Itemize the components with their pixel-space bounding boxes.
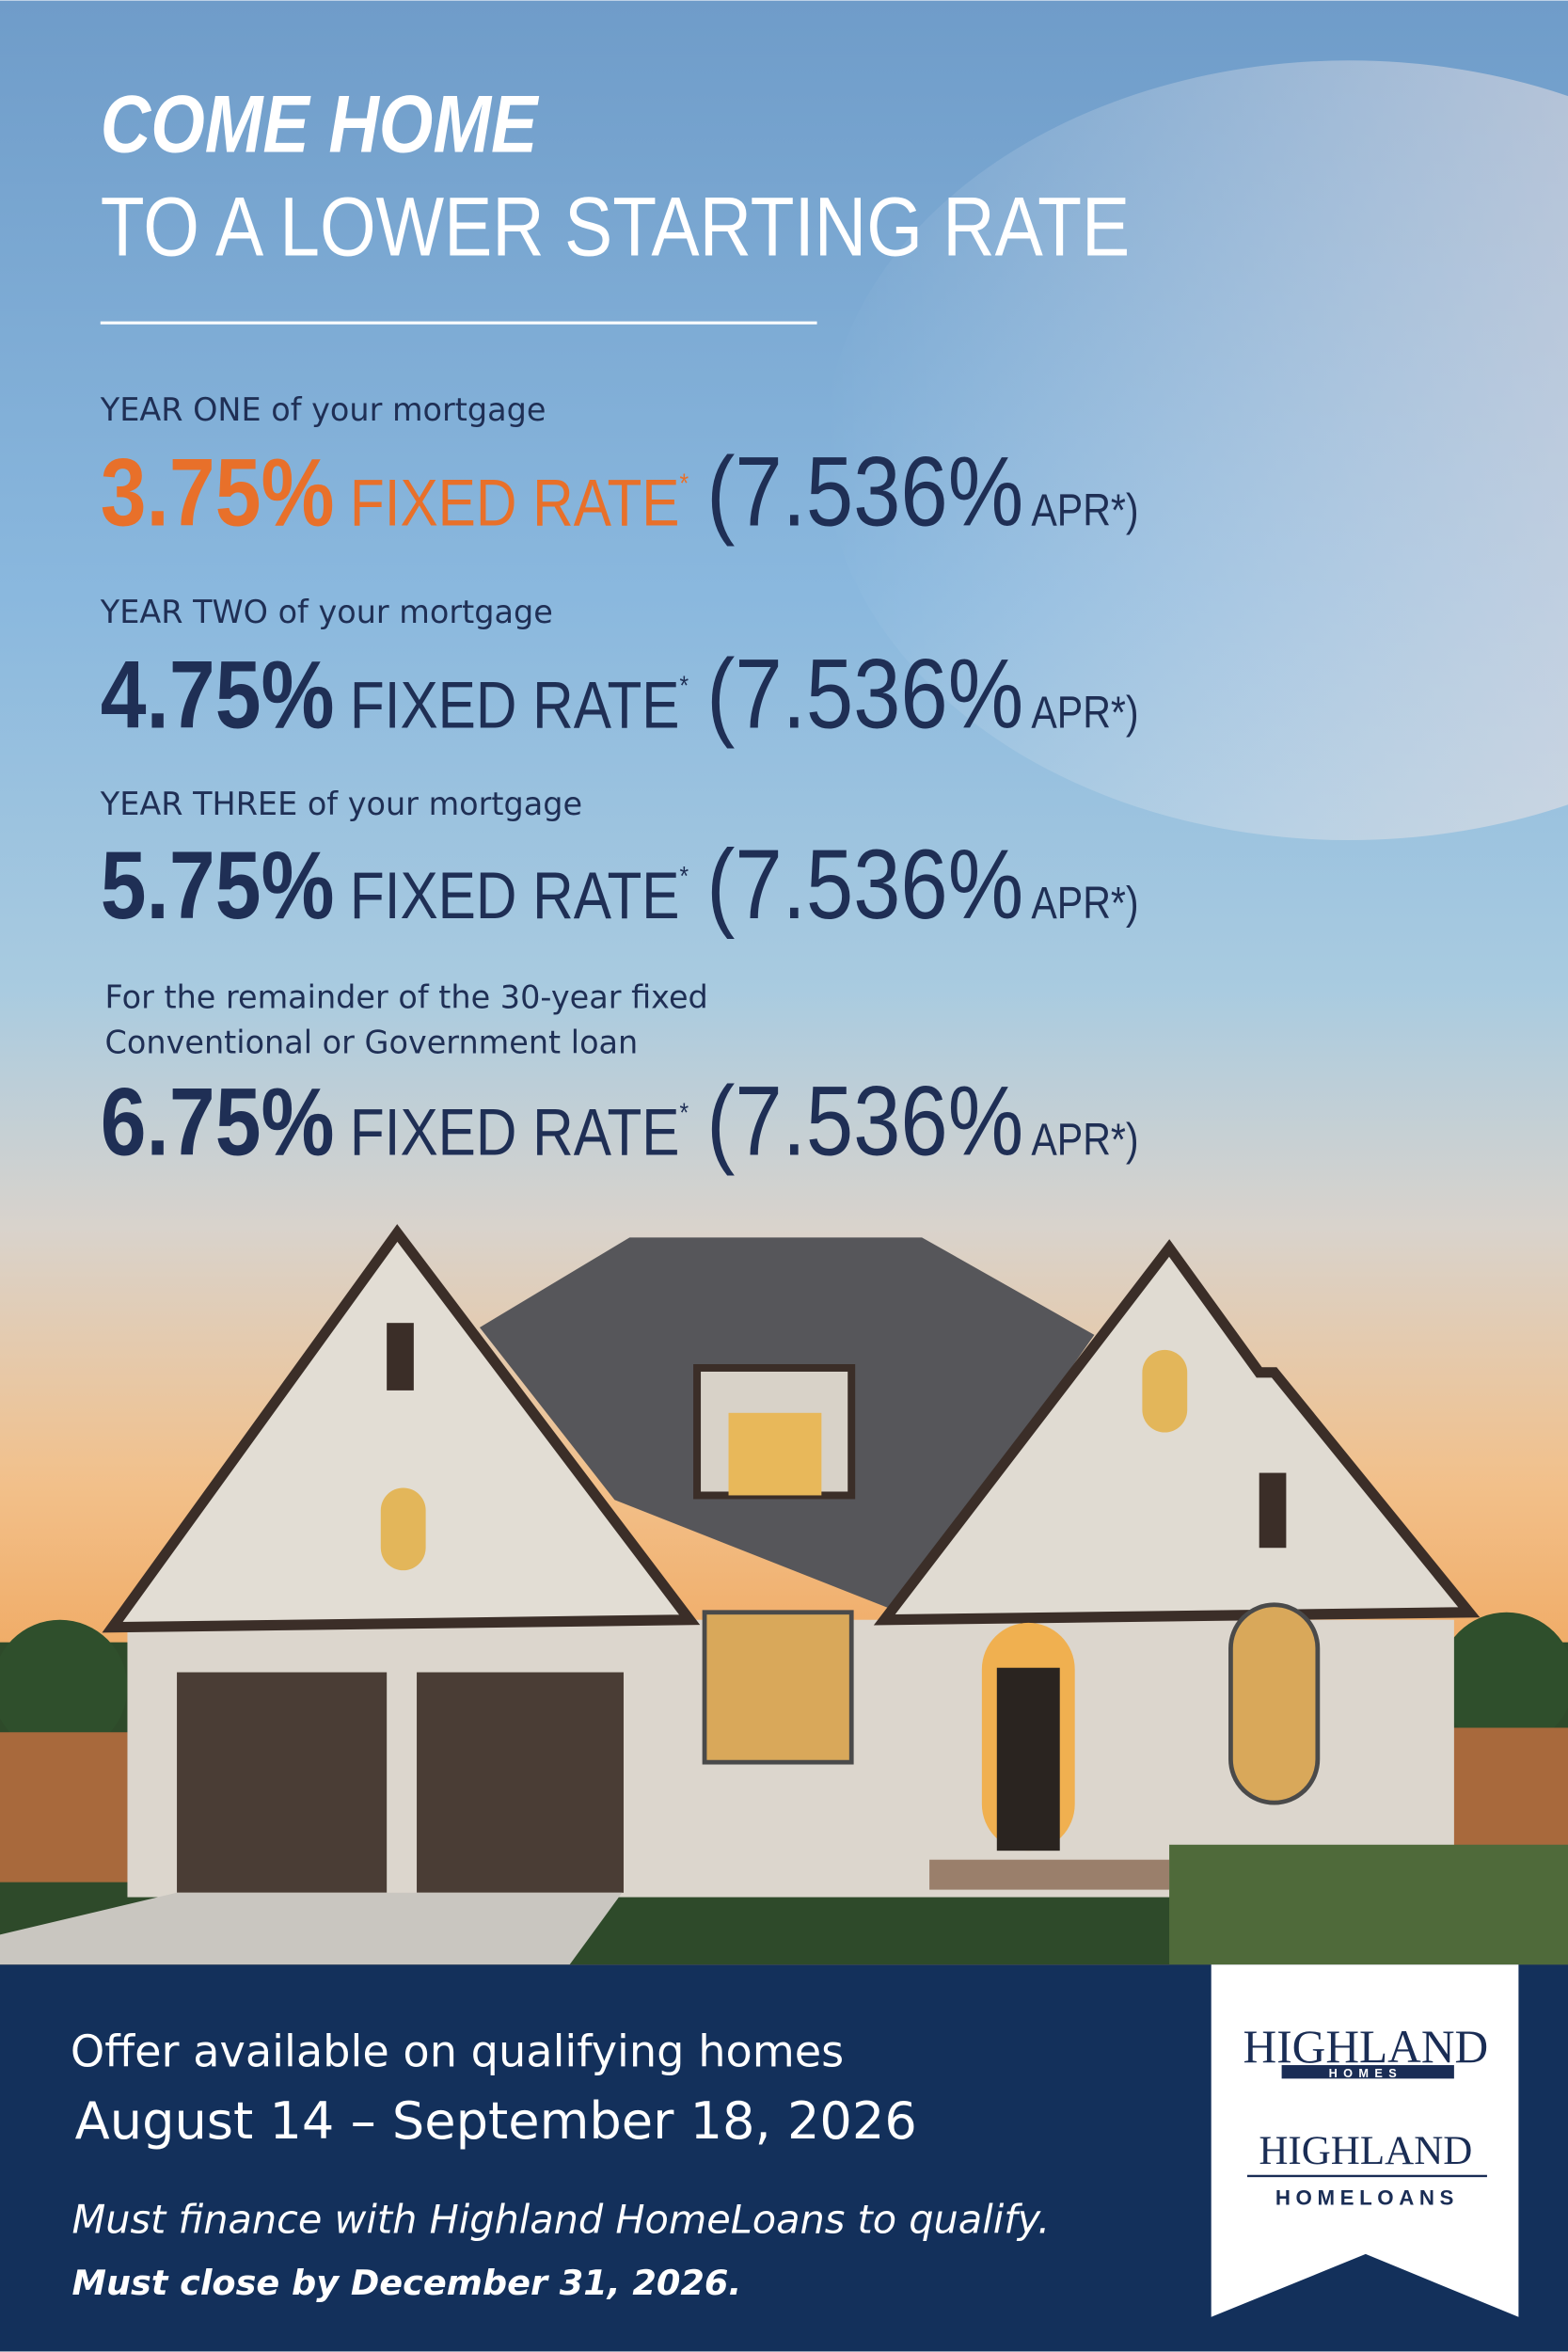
subtitle: TO A LOWER STARTING RATE [101, 180, 1130, 274]
rate-mark: * [679, 861, 689, 891]
offer: Offer available on qualifying homes Augu… [71, 2026, 1050, 2303]
rate-line: 4.75% FIXED RATE* (7.536% APR*) [101, 638, 1139, 749]
apr-unit: APR*) [1031, 689, 1138, 739]
homes-logo-sub: HOMES [1329, 2066, 1403, 2080]
header: COME HOME TO A LOWER STARTING RATE [101, 79, 1130, 273]
rate-text: 3.75% FIXED RATE* (7.536% APR*) [101, 436, 1139, 547]
door [996, 1667, 1060, 1851]
rate-line: 3.75% FIXED RATE* (7.536% APR*) [101, 436, 1139, 547]
rate-value: 4.75% [101, 642, 335, 749]
apr-value: (7.536% [706, 1065, 1023, 1176]
garage-door [177, 1672, 388, 1893]
logo: HIGHLAND HOMES HIGHLAND HOMELOANS [1243, 2021, 1489, 2209]
logo-banner [1211, 1964, 1519, 2317]
window [380, 1487, 426, 1571]
logo-bar [1281, 2065, 1454, 2079]
rate-label: YEAR ONE of your mortgage [100, 391, 546, 428]
apr-unit: APR*) [1031, 879, 1138, 929]
apr-unit: APR*) [1031, 486, 1138, 536]
rate-label: Conventional or Government loan [105, 1024, 639, 1060]
fence [0, 1732, 128, 1883]
shrubs [1169, 1844, 1568, 1965]
steps [929, 1859, 1170, 1890]
rate-label: YEAR TWO of your mortgage [100, 594, 553, 630]
rate-line: 6.75% FIXED RATE* (7.536% APR*) [101, 1065, 1139, 1176]
rate-label: YEAR THREE of your mortgage [100, 786, 582, 822]
rate-text: 4.75% FIXED RATE* (7.536% APR*) [101, 638, 1139, 749]
tree [1438, 1612, 1568, 1748]
garage-door [417, 1672, 624, 1893]
window [702, 1610, 854, 1765]
rate-label: For the remainder of the 30-year fixed [105, 979, 708, 1016]
rate-value: 5.75% [101, 833, 335, 940]
apr-value: (7.536% [706, 436, 1023, 547]
apr-value: (7.536% [706, 828, 1023, 939]
window [728, 1412, 822, 1496]
homes-logo-name: HIGHLAND [1243, 2021, 1489, 2073]
rate-unit: FIXED RATE [350, 859, 680, 932]
rate-line: 5.75% FIXED RATE* (7.536% APR*) [101, 828, 1139, 939]
window [1142, 1349, 1188, 1433]
rate-value: 3.75% [101, 439, 335, 547]
rate-text: 6.75% FIXED RATE* (7.536% APR*) [101, 1065, 1139, 1176]
title: COME HOME [101, 79, 540, 170]
rate-text: 5.75% FIXED RATE* (7.536% APR*) [101, 828, 1139, 939]
offer-text: Offer available on qualifying homes [71, 2026, 844, 2077]
rate-value: 6.75% [101, 1070, 335, 1177]
window [1228, 1602, 1321, 1805]
vent [387, 1323, 414, 1391]
loans-logo-sub: HOMELOANS [1275, 2185, 1459, 2209]
rate-mark: * [679, 469, 689, 499]
close-note: Must close by December 31, 2026. [71, 2263, 741, 2303]
rate-unit: FIXED RATE [350, 668, 680, 741]
loans-logo-name: HIGHLAND [1259, 2129, 1472, 2173]
gable [873, 1239, 1481, 1626]
apr-value: (7.536% [706, 638, 1023, 749]
rate-unit: FIXED RATE [350, 466, 680, 539]
clouds [824, 60, 1568, 840]
tree [0, 1619, 128, 1756]
apr-unit: APR*) [1031, 1116, 1138, 1166]
rate-mark: * [679, 671, 689, 701]
house-photo [0, 1224, 1568, 1965]
vent [1259, 1472, 1287, 1549]
rate-mark: * [679, 1098, 689, 1128]
offer-dates: August 14 – September 18, 2026 [75, 2091, 917, 2151]
rate-unit: FIXED RATE [350, 1095, 680, 1168]
driveway [0, 1892, 623, 1965]
gable [102, 1224, 701, 1633]
finance-note: Must finance with Highland HomeLoans to … [71, 2198, 1050, 2243]
